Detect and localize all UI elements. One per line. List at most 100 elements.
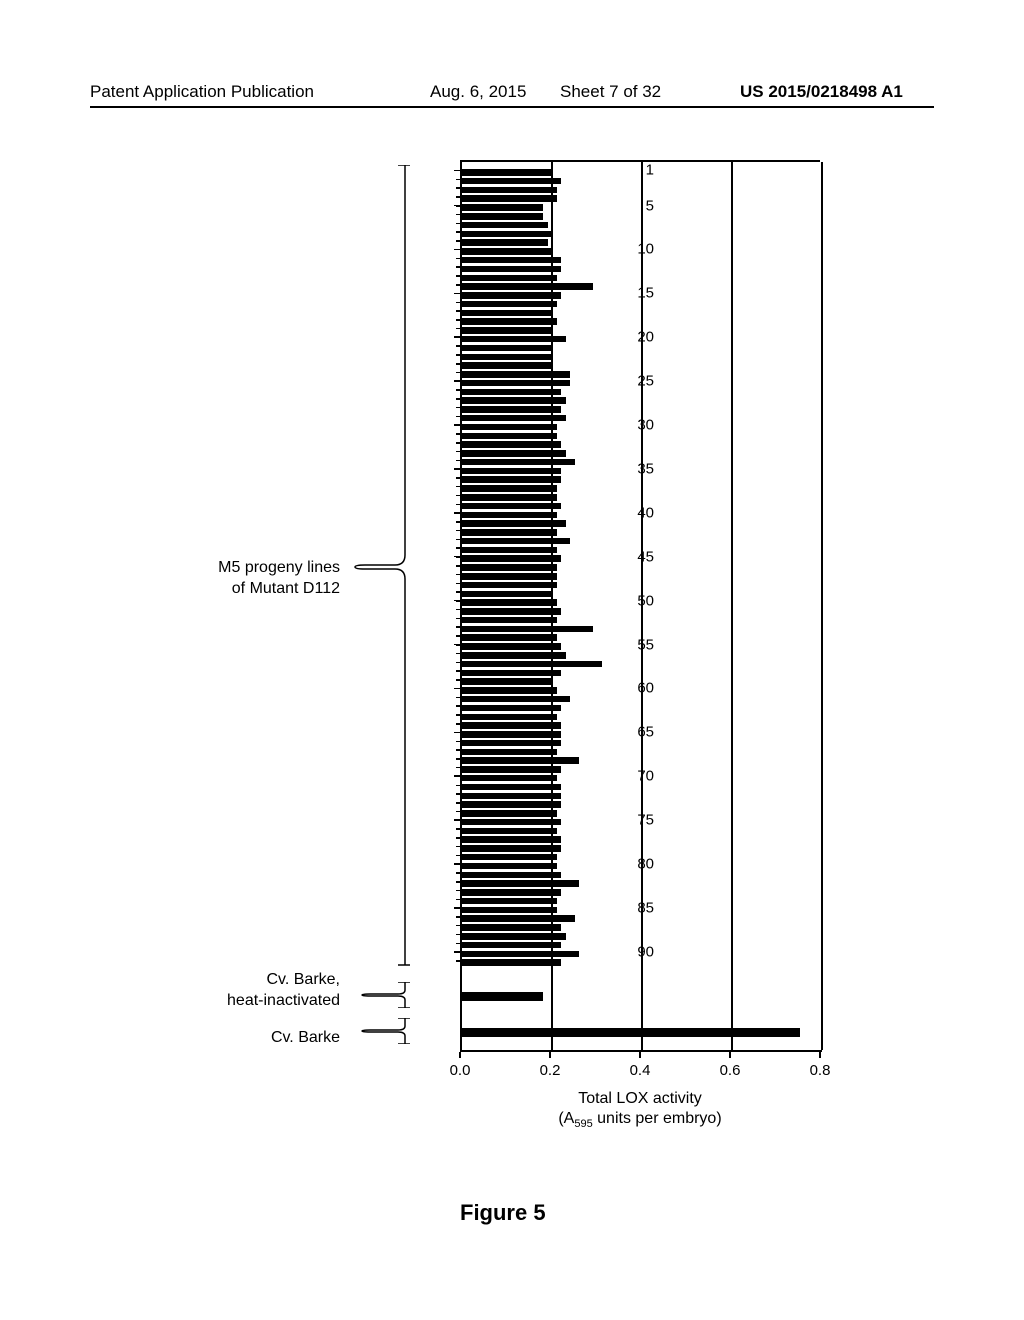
bar-progeny (462, 336, 566, 343)
y-minor-tick (456, 785, 460, 787)
bar-progeny (462, 898, 557, 905)
y-minor-tick (456, 398, 460, 400)
y-tick-label: 5 (614, 197, 654, 214)
y-minor-tick (456, 583, 460, 585)
bar-progeny (462, 248, 552, 255)
bar-progeny (462, 239, 548, 246)
y-tick-label: 1 (614, 162, 654, 179)
y-minor-tick (456, 521, 460, 523)
bar-progeny (462, 231, 552, 238)
bar-progeny (462, 450, 566, 457)
y-minor-tick (456, 574, 460, 576)
bar-progeny (462, 880, 579, 887)
y-minor-tick (456, 504, 460, 506)
bar-progeny (462, 292, 561, 299)
bar-progeny (462, 582, 557, 589)
bar-progeny (462, 907, 557, 914)
x-axis-label-1: Total LOX activity (490, 1090, 790, 1108)
y-minor-tick (456, 609, 460, 611)
y-minor-tick (456, 319, 460, 321)
bar-progeny (462, 547, 557, 554)
bar-progeny (462, 406, 561, 413)
x-tick-mark (639, 1052, 641, 1058)
y-minor-tick (456, 170, 460, 172)
label-progeny: M5 progeny linesof Mutant D112 (180, 558, 340, 600)
bar-progeny (462, 380, 570, 387)
y-minor-tick (456, 820, 460, 822)
bar-progeny (462, 459, 575, 466)
bar-progeny (462, 784, 561, 791)
y-minor-tick (456, 223, 460, 225)
bar-progeny (462, 195, 557, 202)
y-minor-tick (456, 653, 460, 655)
y-minor-tick (456, 670, 460, 672)
y-minor-tick (456, 802, 460, 804)
bar-progeny (462, 599, 557, 606)
y-minor-tick (456, 293, 460, 295)
y-minor-tick (456, 547, 460, 549)
bar-progeny (462, 836, 561, 843)
bar-progeny (462, 354, 552, 361)
y-minor-tick (456, 635, 460, 637)
bar-progeny (462, 266, 561, 273)
bar-progeny (462, 828, 557, 835)
y-minor-tick (456, 468, 460, 470)
bar-progeny (462, 591, 552, 598)
bar-progeny (462, 204, 543, 211)
y-tick-label: 50 (614, 592, 654, 609)
y-minor-tick (456, 837, 460, 839)
y-tick-label: 75 (614, 812, 654, 829)
bar-progeny (462, 415, 566, 422)
gridline (821, 162, 823, 1050)
bar-progeny (462, 503, 561, 510)
bar-progeny (462, 371, 570, 378)
y-minor-tick (456, 662, 460, 664)
y-minor-tick (456, 258, 460, 260)
bar-progeny (462, 327, 552, 334)
bracket-heat (350, 982, 410, 1008)
bar-progeny (462, 301, 557, 308)
y-tick-label: 65 (614, 724, 654, 741)
y-minor-tick (456, 205, 460, 207)
bar-progeny (462, 564, 557, 571)
bar-progeny (462, 933, 566, 940)
bracket-barke (350, 1018, 410, 1044)
y-minor-tick (456, 425, 460, 427)
bar-progeny (462, 951, 579, 958)
y-minor-tick (456, 451, 460, 453)
bar-progeny (462, 257, 561, 264)
y-minor-tick (456, 477, 460, 479)
y-minor-tick (456, 442, 460, 444)
y-minor-tick (456, 732, 460, 734)
y-minor-tick (456, 714, 460, 716)
xlabel-prefix: (A (558, 1110, 574, 1127)
y-minor-tick (456, 811, 460, 813)
bar-progeny (462, 634, 557, 641)
bar-progeny (462, 213, 543, 220)
bar-heat-inactivated (462, 992, 543, 1001)
y-minor-tick (456, 618, 460, 620)
y-tick-label: 35 (614, 460, 654, 477)
y-minor-tick (456, 679, 460, 681)
y-minor-tick (456, 302, 460, 304)
y-minor-tick (456, 890, 460, 892)
bar-progeny (462, 494, 557, 501)
bar-progeny (462, 775, 557, 782)
x-tick-mark (729, 1052, 731, 1058)
bar-progeny (462, 275, 557, 282)
bar-progeny (462, 942, 561, 949)
bar-progeny (462, 740, 561, 747)
xlabel-suffix: units per embryo) (593, 1110, 722, 1127)
y-minor-tick (456, 881, 460, 883)
bar-progeny (462, 573, 557, 580)
y-minor-tick (456, 196, 460, 198)
x-tick-label: 0.8 (810, 1062, 831, 1079)
y-tick-label: 40 (614, 504, 654, 521)
gridline (731, 162, 733, 1050)
y-minor-tick (456, 284, 460, 286)
y-minor-tick (456, 249, 460, 251)
x-tick-label: 0.0 (450, 1062, 471, 1079)
header-date: Aug. 6, 2015 (430, 82, 526, 102)
y-minor-tick (456, 266, 460, 268)
x-tick-label: 0.6 (720, 1062, 741, 1079)
